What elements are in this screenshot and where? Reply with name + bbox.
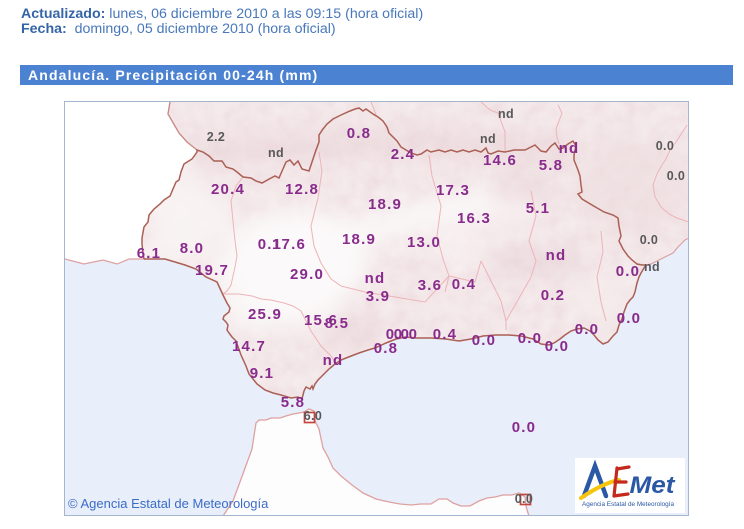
svg-text:0.8: 0.8 bbox=[347, 125, 371, 142]
svg-text:13.0: 13.0 bbox=[407, 234, 441, 251]
svg-text:0.0: 0.0 bbox=[616, 263, 640, 280]
svg-text:15.6: 15.6 bbox=[304, 312, 338, 329]
svg-text:nd: nd bbox=[365, 270, 386, 287]
svg-text:3.6: 3.6 bbox=[418, 277, 442, 294]
svg-text:16.3: 16.3 bbox=[457, 210, 491, 227]
svg-text:0.2: 0.2 bbox=[541, 287, 565, 304]
svg-text:18.9: 18.9 bbox=[342, 231, 376, 248]
svg-text:0.0: 0.0 bbox=[667, 169, 686, 183]
svg-text:29.0: 29.0 bbox=[290, 266, 324, 283]
svg-text:0.0: 0.0 bbox=[512, 419, 536, 436]
svg-text:3.9: 3.9 bbox=[366, 288, 390, 305]
svg-text:0.0: 0.0 bbox=[518, 330, 542, 347]
svg-text:Met: Met bbox=[630, 472, 676, 499]
svg-text:0.0: 0.0 bbox=[545, 338, 569, 355]
svg-text:nd: nd bbox=[480, 132, 496, 146]
svg-text:8.0: 8.0 bbox=[180, 240, 204, 257]
svg-text:14.7: 14.7 bbox=[232, 338, 266, 355]
svg-text:nd: nd bbox=[546, 247, 567, 264]
svg-text:Agencia Estatal de Meteorologí: Agencia Estatal de Meteorología bbox=[582, 501, 675, 508]
svg-text:nd: nd bbox=[498, 107, 514, 121]
svg-text:5.8: 5.8 bbox=[539, 157, 563, 174]
svg-text:17.3: 17.3 bbox=[436, 182, 470, 199]
svg-text:19.7: 19.7 bbox=[195, 262, 229, 279]
svg-text:nd: nd bbox=[559, 140, 580, 157]
svg-text:2.2: 2.2 bbox=[207, 130, 226, 144]
svg-text:0.0: 0.0 bbox=[575, 321, 599, 338]
svg-text:5.8: 5.8 bbox=[281, 394, 305, 411]
svg-text:0.8: 0.8 bbox=[374, 340, 398, 357]
svg-text:0.0: 0.0 bbox=[656, 139, 675, 153]
svg-text:14.6: 14.6 bbox=[483, 152, 517, 169]
svg-text:8.5: 8.5 bbox=[325, 315, 349, 332]
svg-text:0.0: 0.0 bbox=[386, 326, 410, 343]
svg-text:6.0: 6.0 bbox=[304, 409, 323, 423]
svg-text:9.1: 9.1 bbox=[250, 365, 274, 382]
svg-text:0.4: 0.4 bbox=[452, 276, 476, 293]
svg-text:12.8: 12.8 bbox=[285, 181, 319, 198]
svg-text:0.0: 0.0 bbox=[515, 492, 534, 506]
svg-text:6.1: 6.1 bbox=[137, 245, 161, 262]
svg-text:5.1: 5.1 bbox=[526, 200, 550, 217]
svg-text:nd: nd bbox=[323, 352, 344, 369]
svg-text:0.0: 0.0 bbox=[640, 233, 659, 247]
svg-text:2.4: 2.4 bbox=[391, 146, 415, 163]
svg-text:0.0: 0.0 bbox=[617, 310, 641, 327]
svg-text:nd: nd bbox=[268, 146, 284, 160]
svg-text:17.6: 17.6 bbox=[272, 236, 306, 253]
svg-text:© Agencia Estatal de Meteorolo: © Agencia Estatal de Meteorología bbox=[68, 496, 269, 511]
svg-text:25.9: 25.9 bbox=[248, 306, 282, 323]
svg-text:0.1: 0.1 bbox=[258, 236, 282, 253]
svg-text:0.0: 0.0 bbox=[472, 332, 496, 349]
svg-text:nd: nd bbox=[644, 260, 660, 274]
svg-text:20.4: 20.4 bbox=[211, 181, 245, 198]
svg-text:0.4: 0.4 bbox=[433, 326, 457, 343]
svg-text:0.0: 0.0 bbox=[394, 326, 418, 343]
svg-text:18.9: 18.9 bbox=[368, 196, 402, 213]
